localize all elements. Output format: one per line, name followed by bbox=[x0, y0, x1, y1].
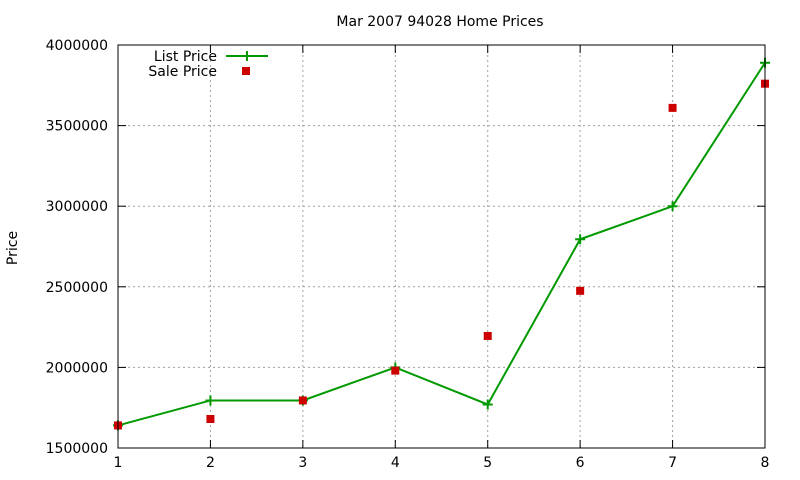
legend-label-sale-price: Sale Price bbox=[148, 64, 217, 80]
point-list-price bbox=[482, 399, 493, 410]
legend-label-list-price: List Price bbox=[154, 49, 217, 65]
chart-title: Mar 2007 94028 Home Prices bbox=[336, 14, 543, 30]
plot-frame bbox=[117, 44, 766, 449]
y-tick-label: 3500000 bbox=[46, 119, 108, 135]
x-tick-label: 3 bbox=[298, 455, 307, 471]
legend: List Price Sale Price bbox=[148, 49, 268, 80]
x-tick-label: 2 bbox=[206, 455, 215, 471]
y-tick-label: 1500000 bbox=[46, 441, 108, 457]
point-sale-price bbox=[206, 414, 215, 423]
y-tick-label: 2500000 bbox=[46, 280, 108, 296]
point-list-price bbox=[575, 234, 586, 245]
y-axis-label: Price bbox=[5, 231, 21, 265]
point-list-price bbox=[667, 201, 678, 212]
series-line-list-price bbox=[117, 62, 766, 427]
plot-series bbox=[113, 57, 770, 431]
x-tick-label: 5 bbox=[483, 455, 492, 471]
point-sale-price bbox=[576, 286, 585, 295]
grid-lines bbox=[118, 45, 765, 448]
axis-ticks: 1500000 2000000 2500000 3000000 3500000 40000… bbox=[46, 38, 770, 471]
point-sale-price bbox=[668, 103, 677, 112]
x-tick-label: 1 bbox=[114, 455, 123, 471]
x-tick-label: 4 bbox=[391, 455, 400, 471]
x-tick-label: 6 bbox=[576, 455, 585, 471]
y-tick-label: 2000000 bbox=[46, 360, 108, 376]
legend-marker-list-price bbox=[242, 51, 252, 61]
point-sale-price bbox=[298, 396, 307, 405]
legend-marker-sale-price bbox=[242, 67, 250, 75]
point-sale-price bbox=[483, 331, 492, 340]
x-tick-label: 8 bbox=[761, 455, 770, 471]
y-tick-label: 3000000 bbox=[46, 199, 108, 215]
point-list-price bbox=[205, 395, 216, 406]
x-tick-label: 7 bbox=[668, 455, 677, 471]
point-sale-price bbox=[391, 366, 400, 375]
y-tick-label: 4000000 bbox=[46, 38, 108, 54]
